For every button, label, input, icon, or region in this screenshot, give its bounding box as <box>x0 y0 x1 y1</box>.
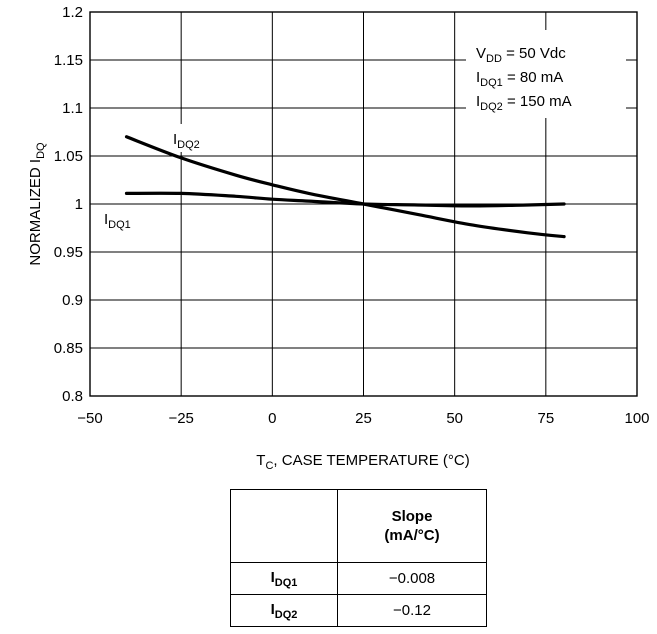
y-tick-label: 1.1 <box>62 100 83 117</box>
y-axis-title: NORMALIZED IDQ <box>27 142 47 266</box>
slope-header-line1: Slope <box>391 508 433 525</box>
table-row: IDQ1 −0.008 <box>230 562 487 595</box>
legend-idq2: IDQ2 = 150 mA <box>476 93 572 113</box>
y-tick-label: 1 <box>75 196 83 213</box>
x-tick-label: 25 <box>355 410 372 427</box>
y-tick-label: 0.85 <box>54 340 83 357</box>
chart-svg: VDD = 50 Vdc IDQ1 = 80 mA IDQ2 = 150 mA … <box>27 4 650 472</box>
x-tick-label: 100 <box>624 410 649 427</box>
curves <box>124 135 566 239</box>
slope-table-corner <box>230 489 338 563</box>
slope-header-line2: (mA/°C) <box>384 527 440 544</box>
y-tick-label: 0.95 <box>54 244 83 261</box>
y-tick-labels: 0.8 0.85 0.9 0.95 1 1.05 1.1 1.15 1.2 <box>54 4 83 405</box>
legend-idq1: IDQ1 = 80 mA <box>476 69 563 89</box>
series-line-idq1 <box>124 191 566 208</box>
slope-row-label-idq2: IDQ2 <box>230 594 338 627</box>
x-tick-labels: −50 −25 0 25 50 75 100 <box>77 410 649 427</box>
slope-table-header: Slope (mA/°C) <box>337 489 487 563</box>
series-line-idq2 <box>124 135 566 239</box>
x-tick-label: 50 <box>446 410 463 427</box>
legend-background <box>466 30 626 118</box>
y-tick-label: 1.15 <box>54 52 83 69</box>
slope-value-idq1: −0.008 <box>337 562 487 595</box>
x-tick-label: 75 <box>537 410 554 427</box>
y-tick-label: 0.9 <box>62 292 83 309</box>
legend: VDD = 50 Vdc IDQ1 = 80 mA IDQ2 = 150 mA <box>466 30 626 118</box>
plot-frame <box>89 11 638 397</box>
x-axis-title: TC, CASE TEMPERATURE (°C) <box>256 452 469 472</box>
slope-table-header-row: Slope (mA/°C) <box>230 489 487 563</box>
y-tick-label: 1.05 <box>54 148 83 165</box>
x-tick-label: −25 <box>168 410 193 427</box>
slope-value-idq2: −0.12 <box>337 594 487 627</box>
table-row: IDQ2 −0.12 <box>230 594 487 627</box>
x-tick-label: 0 <box>268 410 276 427</box>
y-tick-label: 1.2 <box>62 4 83 21</box>
slope-row-label-idq1: IDQ1 <box>230 562 338 595</box>
y-tick-label: 0.8 <box>62 388 83 405</box>
curve-label-idq2: IDQ2 <box>173 131 200 151</box>
slope-table: Slope (mA/°C) IDQ1 −0.008 IDQ2 −0.12 <box>230 489 487 627</box>
x-tick-label: −50 <box>77 410 102 427</box>
curve-label-idq1: IDQ1 <box>104 211 131 231</box>
label-bg-idq2 <box>168 124 212 152</box>
label-bg-idq1 <box>99 205 143 233</box>
legend-vdd: VDD = 50 Vdc <box>476 45 566 65</box>
